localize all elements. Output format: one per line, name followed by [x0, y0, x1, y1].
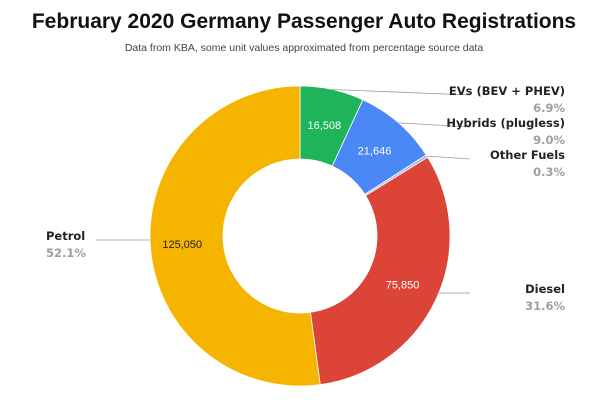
slice-value-label: 21,646 [358, 145, 392, 157]
slice-name-label: Other Fuels [490, 148, 565, 162]
slice-percent-label: 0.3% [533, 165, 565, 179]
slice-diesel [309, 156, 451, 386]
slice-value-label: 75,850 [386, 280, 420, 292]
chart-subtitle: Data from KBA, some unit values approxim… [124, 42, 484, 54]
chart-title: February 2020 Germany Passenger Auto Reg… [31, 10, 577, 33]
slice-percent-label: 6.9% [533, 101, 565, 115]
leader-line [398, 122, 471, 128]
slice-petrol [149, 85, 321, 387]
slice-value-label: 16,508 [308, 120, 342, 132]
slice-name-label: Petrol [46, 229, 85, 243]
leader-line [426, 155, 471, 160]
slice-percent-label: 52.1% [46, 246, 86, 260]
slice-value-label: 125,050 [162, 239, 202, 251]
leader-line [332, 89, 471, 96]
slice-name-label: EVs (BEV + PHEV) [449, 84, 565, 98]
slice-percent-label: 31.6% [525, 299, 565, 313]
slice-name-label: Diesel [525, 282, 565, 296]
slice-name-label: Hybrids (plugless) [446, 116, 565, 130]
slice-percent-label: 9.0% [533, 133, 565, 147]
